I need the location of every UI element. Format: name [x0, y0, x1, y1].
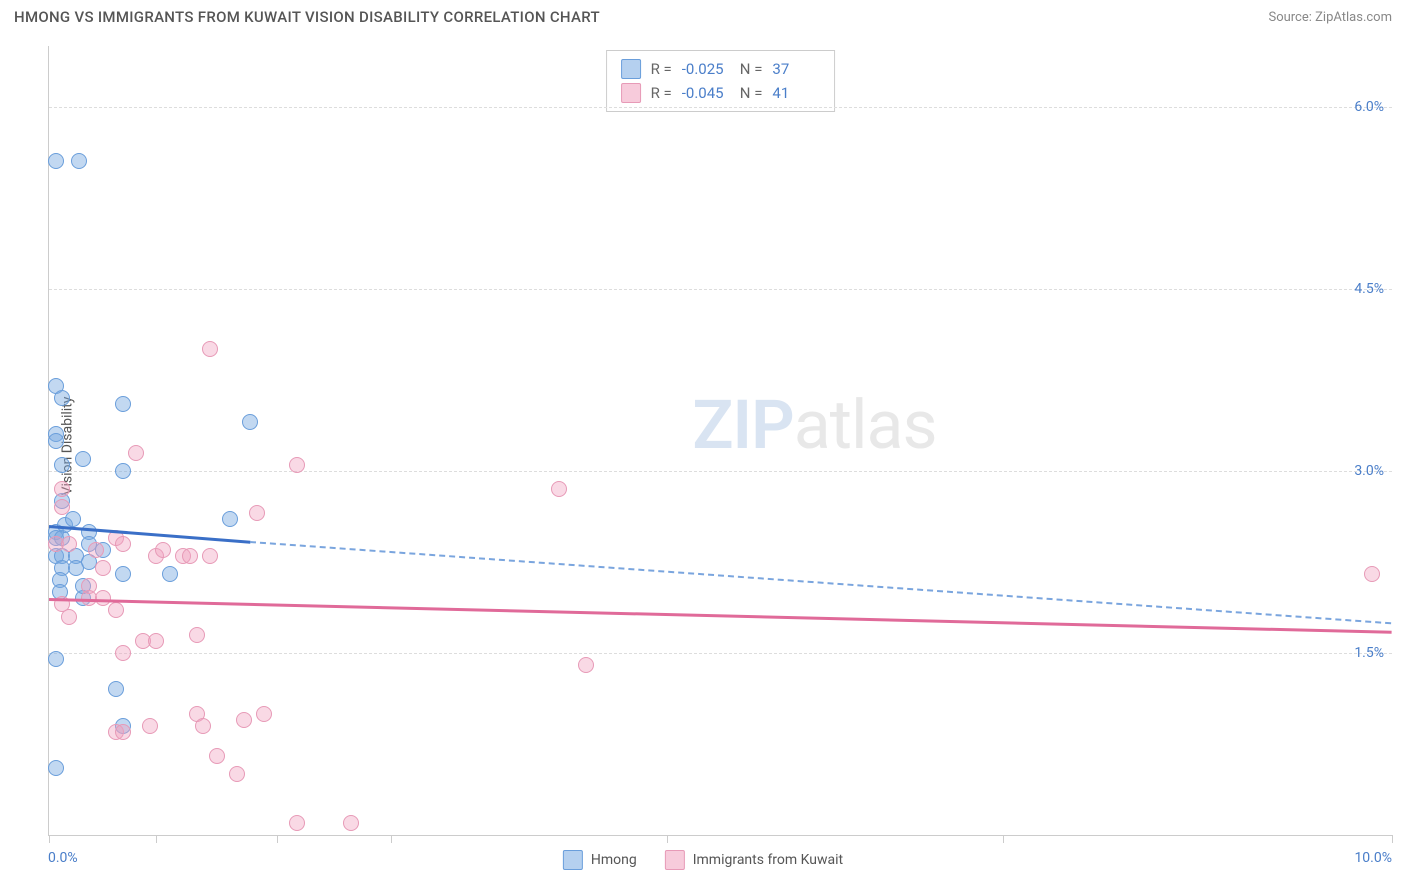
- data-point: [148, 633, 164, 649]
- x-tick: [49, 835, 50, 843]
- data-point: [115, 724, 131, 740]
- r-value-hmong: -0.025: [682, 60, 730, 78]
- data-point: [209, 748, 225, 764]
- data-point: [54, 499, 70, 515]
- trend-line: [49, 525, 251, 543]
- n-label: N =: [740, 60, 763, 78]
- data-point: [289, 457, 305, 473]
- legend-series: Hmong Immigrants from Kuwait: [563, 850, 843, 870]
- scatter-chart: ZIPatlas R = -0.025 N = 37 R = -0.045 N …: [48, 46, 1392, 836]
- data-point: [71, 153, 87, 169]
- swatch-pink-icon: [621, 83, 641, 103]
- n-value-hmong: 37: [772, 60, 820, 78]
- source-citation: Source: ZipAtlas.com: [1268, 10, 1392, 25]
- r-label: R =: [651, 84, 672, 102]
- legend-item-hmong: Hmong: [563, 850, 637, 870]
- legend-label-hmong: Hmong: [591, 852, 637, 868]
- gridline: [49, 107, 1392, 108]
- legend-item-kuwait: Immigrants from Kuwait: [665, 850, 843, 870]
- data-point: [75, 451, 91, 467]
- x-tick: [156, 835, 157, 843]
- data-point: [48, 760, 64, 776]
- data-point: [202, 341, 218, 357]
- swatch-blue-icon: [621, 59, 641, 79]
- data-point: [343, 815, 359, 831]
- data-point: [249, 505, 265, 521]
- r-label: R =: [651, 60, 672, 78]
- data-point: [115, 645, 131, 661]
- n-label: N =: [740, 84, 763, 102]
- data-point: [162, 566, 178, 582]
- data-point: [222, 511, 238, 527]
- x-tick: [667, 835, 668, 843]
- data-point: [108, 681, 124, 697]
- x-axis-label: 10.0%: [1354, 850, 1392, 866]
- y-tick-label: 3.0%: [1354, 463, 1384, 479]
- data-point: [115, 536, 131, 552]
- x-tick: [1392, 835, 1393, 843]
- data-point: [95, 560, 111, 576]
- data-point: [48, 433, 64, 449]
- watermark: ZIPatlas: [692, 385, 936, 465]
- data-point: [289, 815, 305, 831]
- x-tick: [391, 835, 392, 843]
- data-point: [202, 548, 218, 564]
- legend-label-kuwait: Immigrants from Kuwait: [693, 852, 843, 868]
- swatch-pink-icon: [665, 850, 685, 870]
- chart-title: HMONG VS IMMIGRANTS FROM KUWAIT VISION D…: [14, 8, 600, 26]
- data-point: [142, 718, 158, 734]
- trend-line: [49, 598, 1392, 633]
- data-point: [115, 566, 131, 582]
- gridline: [49, 289, 1392, 290]
- legend-stats-row-kuwait: R = -0.045 N = 41: [621, 81, 821, 105]
- data-point: [551, 481, 567, 497]
- gridline: [49, 471, 1392, 472]
- swatch-blue-icon: [563, 850, 583, 870]
- r-value-kuwait: -0.045: [682, 84, 730, 102]
- data-point: [54, 457, 70, 473]
- data-point: [1364, 566, 1380, 582]
- y-tick-label: 4.5%: [1354, 281, 1384, 297]
- y-tick-label: 6.0%: [1354, 99, 1384, 115]
- y-tick-label: 1.5%: [1354, 645, 1384, 661]
- data-point: [61, 609, 77, 625]
- data-point: [256, 706, 272, 722]
- x-tick: [1003, 835, 1004, 843]
- data-point: [115, 463, 131, 479]
- data-point: [236, 712, 252, 728]
- data-point: [182, 548, 198, 564]
- data-point: [229, 766, 245, 782]
- data-point: [65, 511, 81, 527]
- n-value-kuwait: 41: [772, 84, 820, 102]
- data-point: [48, 153, 64, 169]
- data-point: [242, 414, 258, 430]
- data-point: [61, 536, 77, 552]
- data-point: [54, 481, 70, 497]
- x-tick: [277, 835, 278, 843]
- data-point: [189, 627, 205, 643]
- x-axis-label: 0.0%: [48, 850, 78, 866]
- legend-stats-row-hmong: R = -0.025 N = 37: [621, 57, 821, 81]
- data-point: [54, 390, 70, 406]
- trend-line: [250, 541, 1392, 624]
- data-point: [48, 651, 64, 667]
- data-point: [115, 396, 131, 412]
- data-point: [155, 542, 171, 558]
- data-point: [88, 542, 104, 558]
- legend-stats: R = -0.025 N = 37 R = -0.045 N = 41: [606, 50, 836, 112]
- data-point: [195, 718, 211, 734]
- data-point: [578, 657, 594, 673]
- data-point: [108, 602, 124, 618]
- data-point: [128, 445, 144, 461]
- gridline: [49, 653, 1392, 654]
